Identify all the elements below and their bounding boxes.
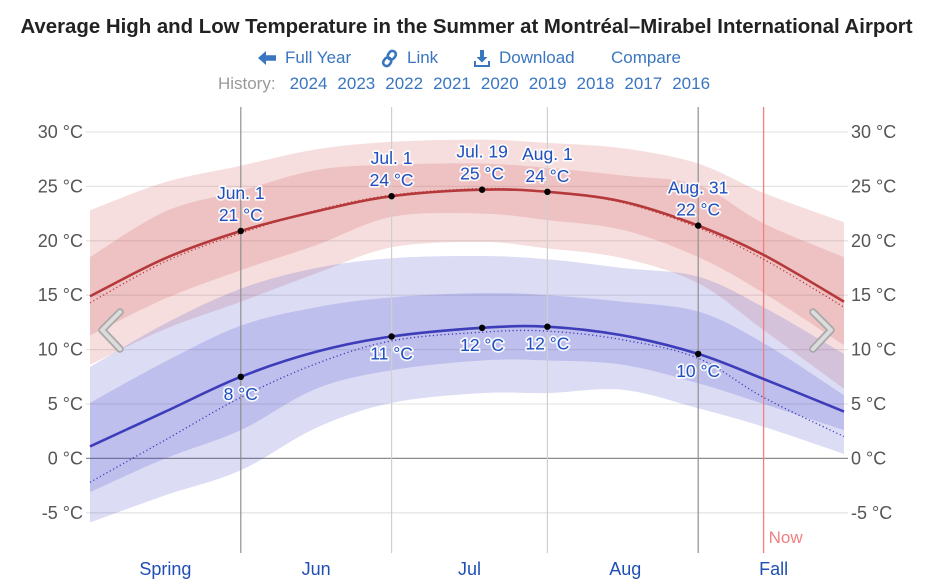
download-icon [474, 49, 490, 67]
history-year-link[interactable]: 2023 [337, 74, 376, 93]
annotation-value-label: 25 °C [460, 164, 504, 184]
arrow-left-icon [258, 51, 276, 65]
annotation-value-label: 22 °C [676, 200, 720, 220]
history-bar: History: 2024 2023 2022 2021 2020 2019 2… [0, 74, 933, 94]
y-tick-label-left: 25 °C [38, 176, 83, 196]
annotation-value-label: 11 °C [370, 344, 413, 364]
annotation-dot [544, 323, 551, 330]
reference-lines [240, 107, 699, 553]
annotation-date-label: Aug. 31 [668, 178, 728, 198]
history-year-link[interactable]: 2018 [576, 74, 615, 93]
history-year-link[interactable]: 2021 [433, 74, 471, 93]
annotation-dots [237, 186, 702, 380]
annotation-date-label: Jun. 1 [217, 183, 265, 203]
low-10th-90th-percentile-band [90, 255, 844, 523]
link-button[interactable]: Link [381, 47, 438, 69]
annotation-value-label: 21 °C [219, 205, 263, 225]
annotation-date-label: Jul. 19 [456, 142, 508, 162]
y-tick-label-left: 10 °C [38, 340, 83, 360]
history-year-link[interactable]: 2019 [528, 74, 567, 93]
annotation-dot [478, 186, 486, 193]
y-tick-label-left: 15 °C [38, 285, 83, 305]
percentile-bands [90, 139, 844, 523]
history-label: History: [217, 74, 276, 93]
y-tick-label-left: 0 °C [48, 448, 83, 468]
annotation-value-label: 10 °C [676, 361, 720, 381]
annotation-dot [388, 333, 395, 340]
x-section-label: Jul [458, 559, 481, 579]
y-tick-label-left: 5 °C [48, 394, 83, 414]
y-tick-label-left: -5 °C [42, 503, 83, 523]
annotation-value-label: 24 °C [370, 170, 414, 190]
annotation-dot [237, 227, 244, 235]
chevron-right-icon[interactable] [809, 308, 835, 353]
history-year-link[interactable]: 2016 [672, 74, 711, 93]
annotation-dot [695, 222, 702, 229]
now-marker: Now [762, 107, 804, 553]
annotation-date-label: Jul. 1 [371, 148, 413, 168]
y-axis-left: 30 °C 25 °C 20 °C 15 °C 10 °C 5 °C 0 °C -5 °C [38, 122, 83, 523]
compare-link[interactable]: Compare [611, 47, 681, 69]
link-label: Link [407, 48, 439, 67]
y-tick-label-right: -5 °C [851, 503, 892, 523]
y-tick-label-left: 30 °C [38, 122, 83, 142]
y-tick-label-right: 5 °C [851, 394, 886, 414]
annotation-value-label: 8 °C [224, 384, 258, 404]
y-tick-label-right: 10 °C [851, 340, 896, 360]
high-25th-75th-percentile-band [90, 163, 844, 346]
chart-title: Average High and Low Temperature in the … [20, 16, 913, 38]
full-year-link[interactable]: Full Year [258, 47, 351, 69]
history-year-link[interactable]: 2017 [624, 74, 663, 93]
now-label: Now [769, 528, 804, 547]
x-axis-sections: Spring Jun Jul Aug Fall [139, 559, 788, 579]
annotation-value-label: 12 °C [460, 335, 504, 355]
y-tick-label-right: 0 °C [851, 448, 886, 468]
y-tick-label-right: 20 °C [851, 231, 896, 251]
y-tick-label-right: 15 °C [851, 285, 896, 305]
y-tick-label-right: 30 °C [851, 122, 896, 142]
y-axis-right: 30 °C 25 °C 20 °C 15 °C 10 °C 5 °C 0 °C -5 °C [851, 122, 896, 523]
annotation-value-label: 12 °C [525, 334, 569, 354]
link-icon [381, 49, 398, 67]
x-section-label: Fall [759, 559, 788, 579]
history-year-link[interactable]: 2024 [289, 74, 328, 93]
annotation-value-label: 24 °C [525, 166, 569, 186]
annotation-dot [695, 350, 702, 358]
x-section-label: Aug [609, 559, 641, 579]
annotation-dot [478, 324, 486, 331]
y-tick-label-left: 20 °C [38, 231, 83, 251]
full-year-label: Full Year [285, 48, 352, 67]
annotation-dot [544, 188, 551, 195]
annotation-dot [388, 193, 395, 200]
high-10th-90th-percentile-band [90, 139, 844, 389]
history-year-link[interactable]: 2022 [385, 74, 424, 93]
download-label: Download [499, 48, 575, 67]
chevron-left-icon[interactable] [98, 308, 124, 353]
download-button[interactable]: Download [474, 47, 575, 69]
annotation-dot [237, 373, 244, 380]
annotation-date-label: Aug. 1 [522, 144, 573, 164]
compare-label: Compare [611, 48, 681, 67]
x-section-label: Jun [302, 559, 331, 579]
history-year-link[interactable]: 2020 [480, 74, 519, 93]
x-section-label: Spring [139, 559, 191, 579]
y-tick-label-right: 25 °C [851, 176, 896, 196]
